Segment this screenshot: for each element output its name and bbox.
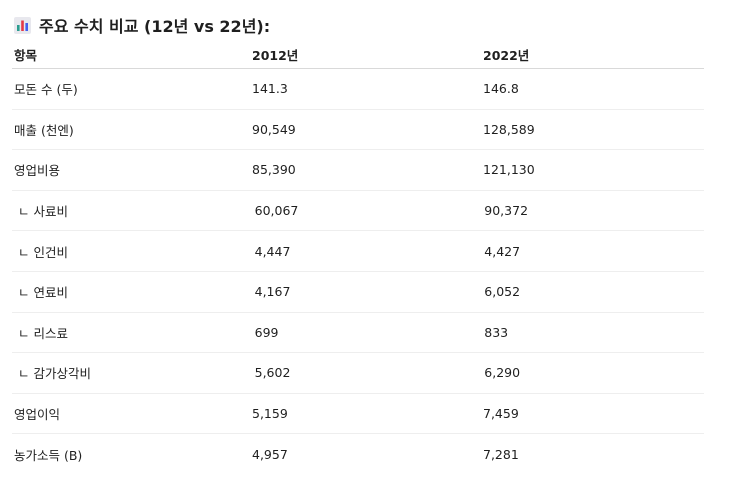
row-label: ㄴ 인건비 [18,244,68,260]
value-2012: 141.3 [252,81,288,97]
value-2012: 4,167 [254,284,291,300]
row-label: 매출 (천엔) [14,122,74,138]
table-row: ㄴ 리스료 699 833 [12,313,704,354]
column-header-item: 항목 [14,47,38,63]
value-2012: 5,159 [252,406,288,422]
value-2022: 4,427 [484,243,521,259]
value-2022: 7,281 [483,447,519,463]
row-label: 모돈 수 (두) [14,82,78,98]
table-row: ㄴ 연료비 4,167 6,052 [12,272,704,313]
value-2022: 833 [484,324,509,340]
value-2012: 699 [254,324,279,340]
value-2022: 121,130 [483,162,535,178]
bar-chart-icon [14,16,31,34]
heading-text: 주요 수치 비교 (12년 vs 22년): [39,17,271,36]
value-2022: 146.8 [483,81,519,97]
row-label: ㄴ 리스료 [18,325,68,341]
table-row: 모돈 수 (두) 141.3 146.8 [12,69,704,110]
value-2022: 7,459 [483,406,519,422]
row-label: ㄴ 감가상각비 [18,366,91,382]
table-header-row: 항목 2012년 2022년 [12,40,704,69]
table-row: ㄴ 사료비 60,067 90,372 [12,191,704,232]
value-2012: 4,957 [252,447,288,463]
row-label: ㄴ 사료비 [18,204,68,220]
value-2012: 4,447 [254,243,291,259]
row-label: 농가소득 (B) [14,448,83,464]
row-label: ㄴ 연료비 [18,285,68,301]
table-row: ㄴ 감가상각비 5,602 6,290 [12,353,704,394]
value-2012: 90,549 [252,121,296,137]
table-row: 영업비용 85,390 121,130 [12,150,704,191]
comparison-table: 항목 2012년 2022년 모돈 수 (두) 141.3 146.8 매출 (천엔)… [12,40,704,475]
table-body: 모돈 수 (두) 141.3 146.8 매출 (천엔) 90,549 128,589 영업… [12,69,704,475]
column-header-2022: 2022년 [483,47,530,63]
table-row: 농가소득 (B) 4,957 7,281 [12,434,704,475]
value-2022: 6,290 [484,365,521,381]
column-header-2012: 2012년 [252,47,299,63]
value-2022: 128,589 [483,121,535,137]
value-2012: 60,067 [254,203,299,219]
table-row: ㄴ 인건비 4,447 4,427 [12,231,704,272]
row-label: 영업이익 [14,407,61,423]
value-2012: 85,390 [252,162,296,178]
value-2022: 6,052 [484,284,521,300]
table-row: 영업이익 5,159 7,459 [12,394,704,435]
value-2012: 5,602 [254,365,291,381]
value-2022: 90,372 [484,203,529,219]
row-label: 영업비용 [14,163,61,179]
section-heading: 주요 수치 비교 (12년 vs 22년): [14,12,270,38]
table-row: 매출 (천엔) 90,549 128,589 [12,110,704,151]
